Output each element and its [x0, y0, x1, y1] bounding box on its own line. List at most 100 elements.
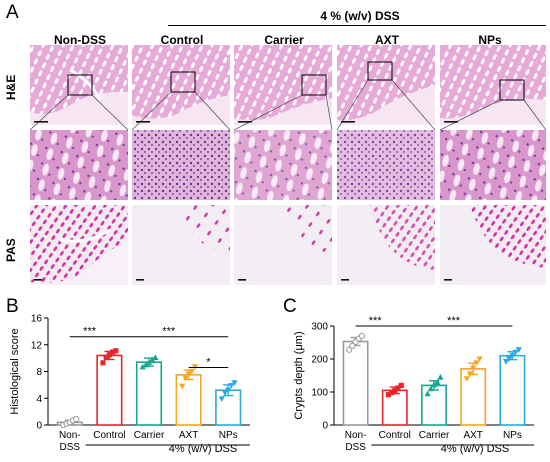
- panel-c-letter: C: [283, 296, 297, 317]
- column-title-non-dss: Non-DSS: [54, 33, 106, 47]
- dss-header-line: [168, 25, 546, 26]
- data-point: [437, 374, 444, 380]
- panel-b-letter: B: [6, 296, 19, 317]
- data-point: [385, 392, 391, 398]
- data-point: [152, 354, 159, 361]
- panel-a-letter: A: [6, 2, 19, 23]
- data-point: [231, 380, 238, 386]
- data-point: [349, 342, 356, 349]
- data-point: [185, 371, 192, 378]
- category-label: Control: [93, 430, 125, 441]
- micrograph-grid: [29, 45, 547, 285]
- data-point: [466, 371, 474, 377]
- data-point: [473, 360, 480, 367]
- he-zoom-nps: [440, 130, 546, 200]
- data-point: [515, 347, 522, 353]
- bar-control: [96, 354, 123, 426]
- data-point: [470, 365, 477, 372]
- bar-carrier: [421, 384, 447, 426]
- category-label: NPs: [503, 430, 522, 441]
- y-tick-label: 16: [31, 314, 43, 325]
- data-point: [463, 376, 470, 382]
- y-axis-label: Histological score: [9, 328, 21, 414]
- data-point: [430, 381, 438, 388]
- data-point: [221, 390, 229, 396]
- data-point: [509, 353, 516, 359]
- panel-b-dss-label: 4% (w/v) DSS: [168, 443, 238, 455]
- y-axis-label: Crypts depth (μm): [293, 331, 305, 419]
- data-point: [149, 356, 156, 363]
- category-label: DSS: [60, 442, 81, 453]
- data-point: [502, 359, 510, 365]
- zoom-box-non-dss: [67, 74, 93, 96]
- data-point: [103, 354, 109, 361]
- category-label: Non-: [345, 430, 367, 441]
- data-point: [113, 348, 119, 354]
- significance-label: ***: [162, 326, 176, 338]
- zoom-box-control: [170, 71, 196, 93]
- data-point: [389, 390, 395, 396]
- he-tile-non-dss: [30, 45, 128, 125]
- category-label: DSS: [345, 442, 366, 453]
- data-point: [424, 390, 431, 397]
- bar-nps: [499, 354, 526, 426]
- he-row: [29, 45, 547, 131]
- data-point: [346, 346, 353, 353]
- y-tick-label: 0: [322, 421, 328, 432]
- column-title-carrier: Carrier: [264, 33, 304, 47]
- data-point: [398, 382, 404, 388]
- category-label: Carrier: [419, 430, 450, 441]
- column-title-axt: AXT: [375, 33, 399, 47]
- significance-label: *: [206, 356, 211, 368]
- he-zoom-row: [30, 130, 546, 200]
- significance-label: ***: [369, 315, 383, 327]
- significance-label: ***: [447, 315, 461, 327]
- data-point: [476, 356, 483, 363]
- he-zoom-carrier: [234, 130, 332, 200]
- significance-label: ***: [83, 326, 97, 338]
- he-tile-carrier: [234, 45, 332, 125]
- pas-tile-control: [132, 205, 230, 285]
- bar-non-dss: [342, 340, 369, 426]
- y-tick-label: 0: [36, 421, 42, 432]
- histological-score-chart: 0 4 8 12 16 Histological score Non-DSS Control C…: [9, 314, 250, 453]
- data-point: [110, 349, 116, 355]
- data-point: [427, 385, 434, 392]
- pas-tile-axt: [337, 205, 435, 285]
- y-tick-label: 300: [311, 322, 328, 333]
- y-tick-label: 100: [311, 388, 328, 399]
- crypts-depth-chart: 0 100 200 300 Crypts depth (μm) Non-DSS Contro…: [293, 315, 534, 453]
- pas-tile-nps: [440, 205, 546, 285]
- pas-tile-carrier: [234, 205, 332, 285]
- category-label: NPs: [219, 430, 238, 441]
- zoom-box-axt: [367, 61, 393, 81]
- y-tick-label: 200: [311, 355, 328, 366]
- data-point: [225, 387, 232, 394]
- data-point: [188, 368, 195, 375]
- data-point: [358, 332, 366, 340]
- data-point: [100, 360, 106, 366]
- zoom-box-nps: [499, 79, 525, 101]
- bar-carrier: [135, 361, 163, 426]
- y-tick-label: 4: [36, 394, 42, 405]
- category-label: Non-: [59, 430, 81, 441]
- data-point: [395, 385, 401, 391]
- data-point: [182, 375, 189, 382]
- zoom-box-carrier: [301, 74, 327, 96]
- he-zoom-control: [132, 130, 230, 200]
- he-zoom-axt: [337, 130, 435, 200]
- he-tile-control: [132, 45, 230, 125]
- data-point: [142, 361, 149, 368]
- data-point: [179, 383, 186, 390]
- data-point: [434, 379, 441, 385]
- y-tick-label: 12: [31, 340, 43, 351]
- data-point: [106, 352, 112, 358]
- column-title-nps: NPs: [478, 33, 502, 47]
- he-tile-axt: [337, 45, 435, 125]
- data-point: [73, 415, 80, 423]
- category-label: Control: [379, 430, 411, 441]
- data-point: [506, 356, 513, 363]
- he-zoom-non-dss: [30, 130, 128, 200]
- pas-row: [30, 205, 546, 285]
- bar-axt: [175, 374, 202, 426]
